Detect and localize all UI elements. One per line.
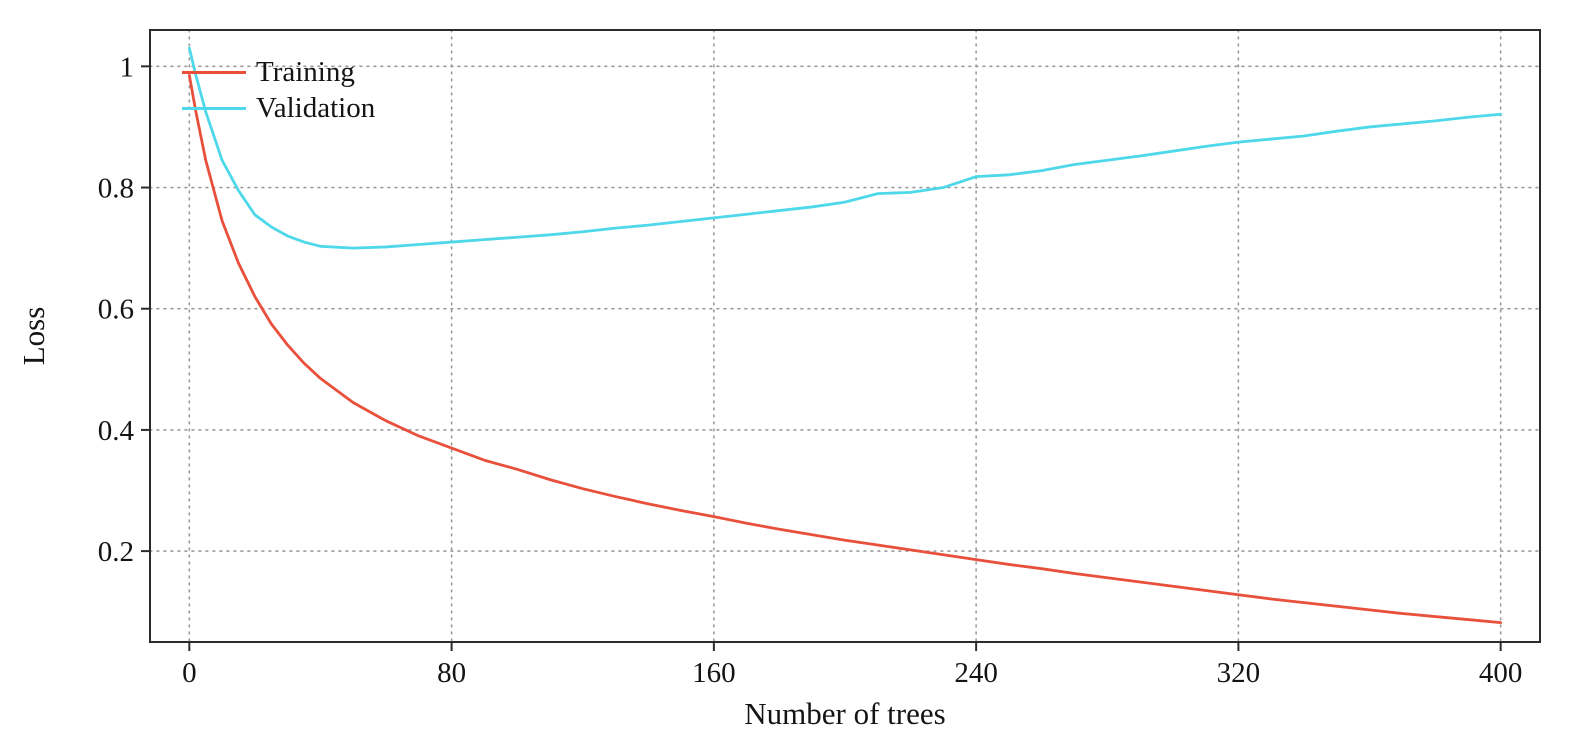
validation-line (187, 46, 1503, 250)
training-line-swatch (182, 70, 246, 74)
y-tick-label: 1 (120, 51, 135, 83)
legend-label-training: Training (256, 56, 355, 88)
y-tick-label: 0.8 (98, 173, 134, 205)
x-tick-label: 0 (182, 657, 197, 689)
x-tick-label: 400 (1479, 657, 1523, 689)
y-tick-label: 0.6 (98, 294, 134, 326)
x-tick-label: 160 (692, 657, 736, 689)
x-tick-label: 240 (954, 657, 998, 689)
validation-line-swatch (182, 106, 246, 110)
y-tick-label: 0.2 (98, 536, 134, 568)
plot-border (149, 29, 1541, 643)
x-axis-title: Number of trees (744, 696, 946, 731)
legend-item-training: Training (182, 56, 375, 88)
legend-label-validation: Validation (256, 92, 376, 124)
x-tick-label: 80 (437, 657, 466, 689)
legend: Training Validation (182, 56, 375, 124)
y-axis-title: Loss (16, 306, 51, 366)
legend-item-validation: Validation (182, 92, 375, 124)
y-tick-label: 0.4 (98, 415, 135, 447)
x-tick-label: 320 (1217, 657, 1261, 689)
training-line (187, 74, 1503, 625)
